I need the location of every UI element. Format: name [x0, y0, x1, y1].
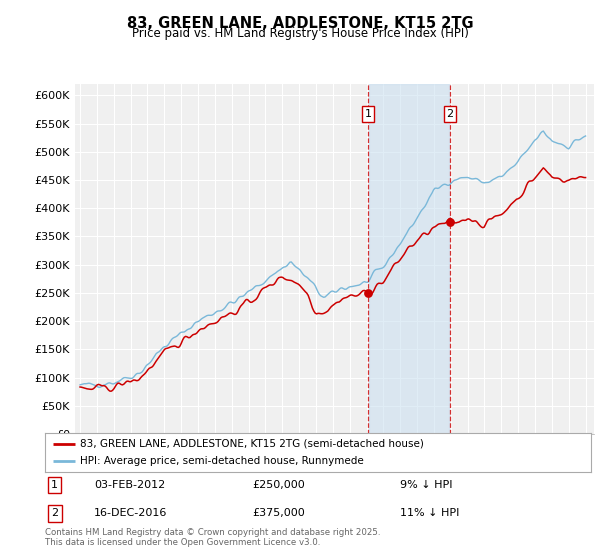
Text: 03-FEB-2012: 03-FEB-2012 [94, 480, 166, 490]
Text: 9% ↓ HPI: 9% ↓ HPI [400, 480, 452, 490]
Text: 83, GREEN LANE, ADDLESTONE, KT15 2TG: 83, GREEN LANE, ADDLESTONE, KT15 2TG [127, 16, 473, 31]
Text: Price paid vs. HM Land Registry's House Price Index (HPI): Price paid vs. HM Land Registry's House … [131, 27, 469, 40]
Text: 83, GREEN LANE, ADDLESTONE, KT15 2TG (semi-detached house): 83, GREEN LANE, ADDLESTONE, KT15 2TG (se… [80, 438, 424, 449]
Text: £375,000: £375,000 [253, 508, 305, 519]
Text: HPI: Average price, semi-detached house, Runnymede: HPI: Average price, semi-detached house,… [80, 456, 364, 466]
Text: 11% ↓ HPI: 11% ↓ HPI [400, 508, 459, 519]
Text: 1: 1 [52, 480, 58, 490]
Text: 2: 2 [446, 109, 454, 119]
Point [363, 288, 373, 297]
Text: Contains HM Land Registry data © Crown copyright and database right 2025.
This d: Contains HM Land Registry data © Crown c… [45, 528, 380, 548]
Text: £250,000: £250,000 [253, 480, 305, 490]
Text: 1: 1 [364, 109, 371, 119]
Text: 16-DEC-2016: 16-DEC-2016 [94, 508, 167, 519]
Text: 2: 2 [51, 508, 58, 519]
Point [445, 218, 455, 227]
